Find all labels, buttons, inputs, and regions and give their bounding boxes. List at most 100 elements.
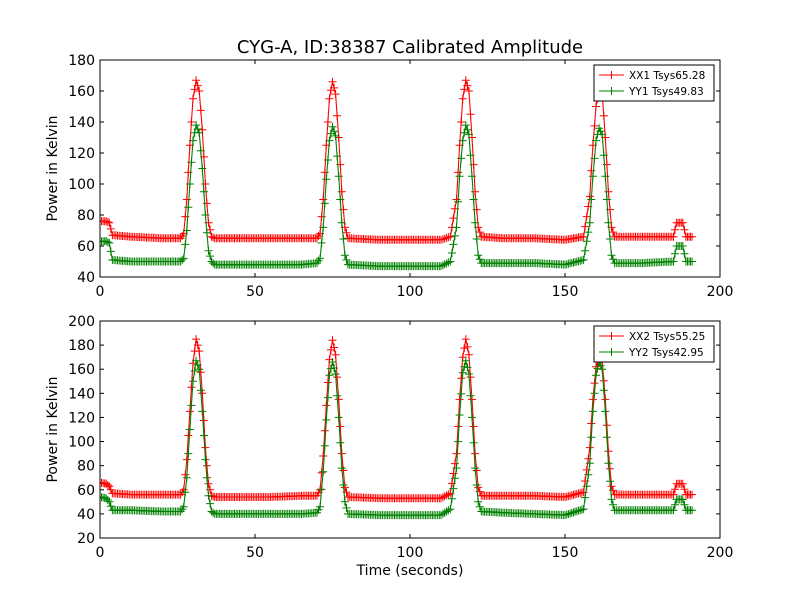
data-point-marker <box>209 508 218 517</box>
data-point-marker <box>105 482 114 491</box>
data-point-marker <box>105 238 114 247</box>
data-point-marker <box>602 433 611 442</box>
data-point-marker <box>337 464 346 473</box>
data-point-marker <box>440 234 449 243</box>
data-point-marker <box>331 350 340 359</box>
data-point-marker <box>446 257 455 266</box>
data-point-marker <box>184 431 193 440</box>
data-point-marker <box>103 496 112 504</box>
data-point-marker <box>201 180 210 188</box>
data-point-marker <box>609 255 617 264</box>
data-point-marker <box>333 111 342 120</box>
data-point-marker <box>437 235 445 244</box>
data-point-marker <box>582 237 591 246</box>
y-tick-label: 80 <box>77 208 95 224</box>
data-point-marker <box>442 233 451 242</box>
data-point-marker <box>330 343 339 352</box>
data-point-marker <box>463 363 472 372</box>
data-point-marker <box>325 136 334 145</box>
legend-marker <box>607 332 616 340</box>
data-point-marker <box>466 110 475 119</box>
data-point-marker <box>457 389 466 398</box>
x-tick-label: 0 <box>96 284 105 300</box>
legend-label: YY2 Tsys42.95 <box>628 347 704 359</box>
y-tick-label: 20 <box>77 531 95 547</box>
x-tick-label: 150 <box>552 284 579 300</box>
y-axis-label: Power in Kelvin <box>45 115 61 221</box>
y-tick-label: 80 <box>77 459 95 475</box>
data-point-marker <box>475 255 484 264</box>
data-point-marker <box>455 395 464 404</box>
data-point-marker <box>319 452 328 460</box>
data-point-marker <box>199 431 208 440</box>
data-point-marker <box>671 485 679 494</box>
data-point-marker <box>458 136 467 145</box>
data-point-marker <box>474 497 483 506</box>
data-point-marker <box>193 81 202 90</box>
data-point-marker <box>442 259 451 268</box>
data-point-marker <box>182 473 191 482</box>
data-point-marker <box>185 407 194 416</box>
data-point-marker <box>189 94 197 103</box>
legend-marker <box>607 71 616 79</box>
data-point-marker <box>472 481 481 489</box>
data-point-marker <box>598 130 607 139</box>
data-point-marker <box>316 254 325 263</box>
data-point-marker <box>337 218 346 227</box>
data-point-marker <box>588 172 597 181</box>
data-point-marker <box>196 146 205 155</box>
data-point-marker <box>449 484 458 493</box>
data-point-marker <box>475 502 484 511</box>
legend-marker <box>607 348 616 356</box>
data-point-marker <box>198 407 207 416</box>
data-point-marker <box>336 422 345 431</box>
data-point-marker <box>179 502 188 511</box>
data-point-marker <box>438 493 447 502</box>
data-point-marker <box>604 218 613 227</box>
data-point-marker <box>599 386 608 395</box>
plot-panel-1: 0 50 100 150 200 40 60 80 100 120 140 160 180 Power i… <box>45 53 733 300</box>
data-point-marker <box>579 232 588 241</box>
y-tick-label: 200 <box>68 314 95 330</box>
data-point-marker <box>196 106 205 115</box>
data-point-marker <box>609 228 617 237</box>
data-point-marker <box>601 407 610 416</box>
data-point-marker <box>446 505 455 514</box>
data-point-marker <box>461 76 470 85</box>
data-point-marker <box>468 172 476 181</box>
data-point-marker <box>106 247 115 256</box>
data-point-marker <box>450 459 459 468</box>
data-point-marker <box>325 371 334 380</box>
data-point-marker <box>455 172 464 181</box>
y-tick-label: 60 <box>77 483 95 499</box>
y-axis-label: Power in Kelvin <box>45 376 61 482</box>
data-point-marker <box>195 87 204 95</box>
data-point-marker <box>181 240 190 249</box>
legend-marker <box>607 87 616 95</box>
y-tick-label: 100 <box>68 177 95 193</box>
data-point-marker <box>449 240 458 249</box>
data-point-marker <box>601 395 610 404</box>
y-tick-label: 40 <box>77 507 95 523</box>
legend-label: XX2 Tsys55.25 <box>629 331 705 343</box>
legend-box <box>593 64 715 102</box>
data-point-marker <box>475 228 484 237</box>
series-2 <box>100 121 697 271</box>
data-point-marker <box>106 502 115 511</box>
data-point-marker <box>209 492 218 501</box>
data-point-marker <box>201 455 210 464</box>
data-point-marker <box>337 187 346 196</box>
data-point-marker <box>105 497 114 506</box>
data-point-marker <box>193 361 202 369</box>
data-point-marker <box>198 164 207 173</box>
data-point-marker <box>322 175 331 184</box>
data-point-marker <box>340 251 349 260</box>
data-point-marker <box>678 479 687 488</box>
data-point-marker <box>585 443 594 452</box>
data-point-marker <box>106 224 115 233</box>
data-point-marker <box>454 437 463 446</box>
data-point-marker <box>442 491 451 500</box>
data-point-marker <box>196 386 205 395</box>
